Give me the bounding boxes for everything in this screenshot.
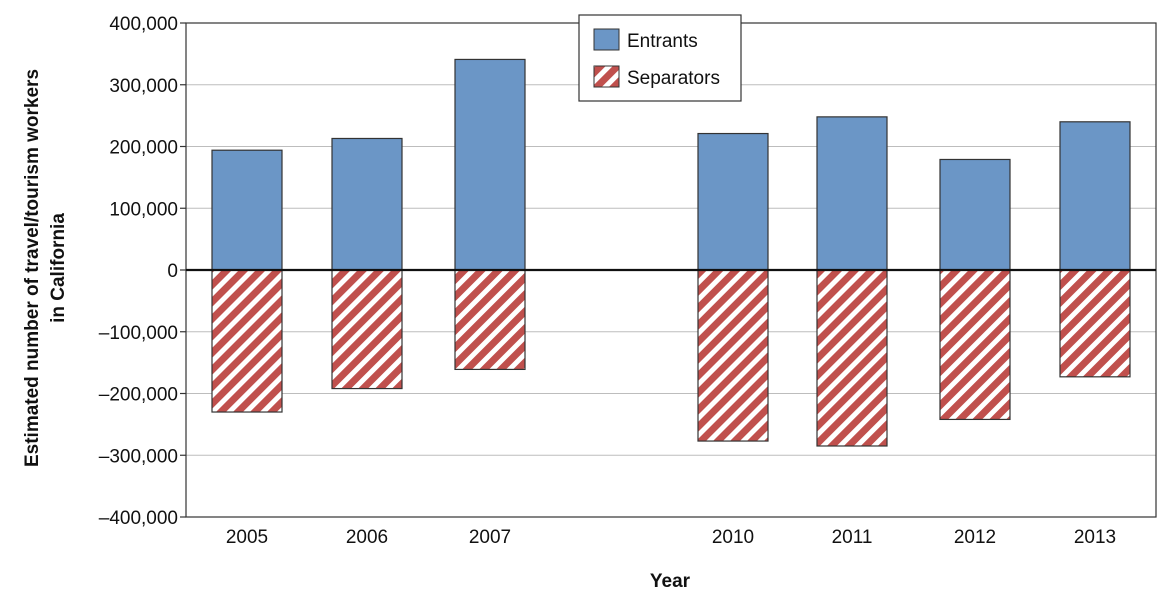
y-tick-label: 200,000 xyxy=(109,138,178,159)
legend-label-entrants: Entrants xyxy=(627,31,698,52)
y-tick-label: –200,000 xyxy=(99,385,178,406)
x-tick-label: 2011 xyxy=(832,527,873,548)
x-tick-label: 2007 xyxy=(469,527,511,548)
bar-entrants-2012 xyxy=(939,158,1011,271)
bar-separators-2006 xyxy=(331,269,403,390)
bar-separators-2011 xyxy=(816,269,888,447)
bar-entrants-2006 xyxy=(331,137,403,271)
bar-separators-2007 xyxy=(454,269,526,371)
x-tick-label: 2006 xyxy=(346,527,388,548)
legend-label-separators: Separators xyxy=(627,68,720,89)
x-tick-label: 2013 xyxy=(1074,527,1116,548)
bar-separators-2005 xyxy=(211,269,283,413)
bar-entrants-2011 xyxy=(816,116,888,271)
y-tick-label: –300,000 xyxy=(99,446,178,467)
y-tick-label: –400,000 xyxy=(99,508,178,529)
x-axis-title: Year xyxy=(650,571,691,592)
y-axis-title-line-1: Estimated number of travel/tourism worke… xyxy=(22,69,43,467)
y-tick-label: 400,000 xyxy=(109,14,178,35)
bar-entrants-2013 xyxy=(1059,121,1131,271)
bar-entrants-2010 xyxy=(697,132,769,271)
legend-swatch-entrants xyxy=(593,28,620,51)
legend: Entrants Separators xyxy=(578,14,742,102)
x-tick-label: 2012 xyxy=(954,527,996,548)
x-tick-label: 2005 xyxy=(226,527,268,548)
legend-swatch-separators xyxy=(593,65,620,88)
bar-separators-2012 xyxy=(939,269,1011,421)
y-tick-label: 300,000 xyxy=(109,76,178,97)
bar-entrants-2005 xyxy=(211,149,283,271)
y-tick-labels: 400,000 300,000 200,000 100,000 0 –100,000 –20… xyxy=(99,14,186,529)
bars xyxy=(211,58,1131,447)
bar-entrants-2007 xyxy=(454,58,526,271)
y-tick-label: 100,000 xyxy=(109,199,178,220)
y-axis-title: Estimated number of travel/tourism worke… xyxy=(22,69,69,467)
bar-separators-2013 xyxy=(1059,269,1131,378)
x-tick-labels: 2005 2006 2007 2010 2011 2012 2013 xyxy=(226,527,1116,548)
y-tick-label: 0 xyxy=(167,261,178,282)
y-axis-title-line-2: in California xyxy=(48,213,69,323)
x-tick-label: 2010 xyxy=(712,527,754,548)
bar-separators-2010 xyxy=(697,269,769,442)
y-tick-label: –100,000 xyxy=(99,323,178,344)
